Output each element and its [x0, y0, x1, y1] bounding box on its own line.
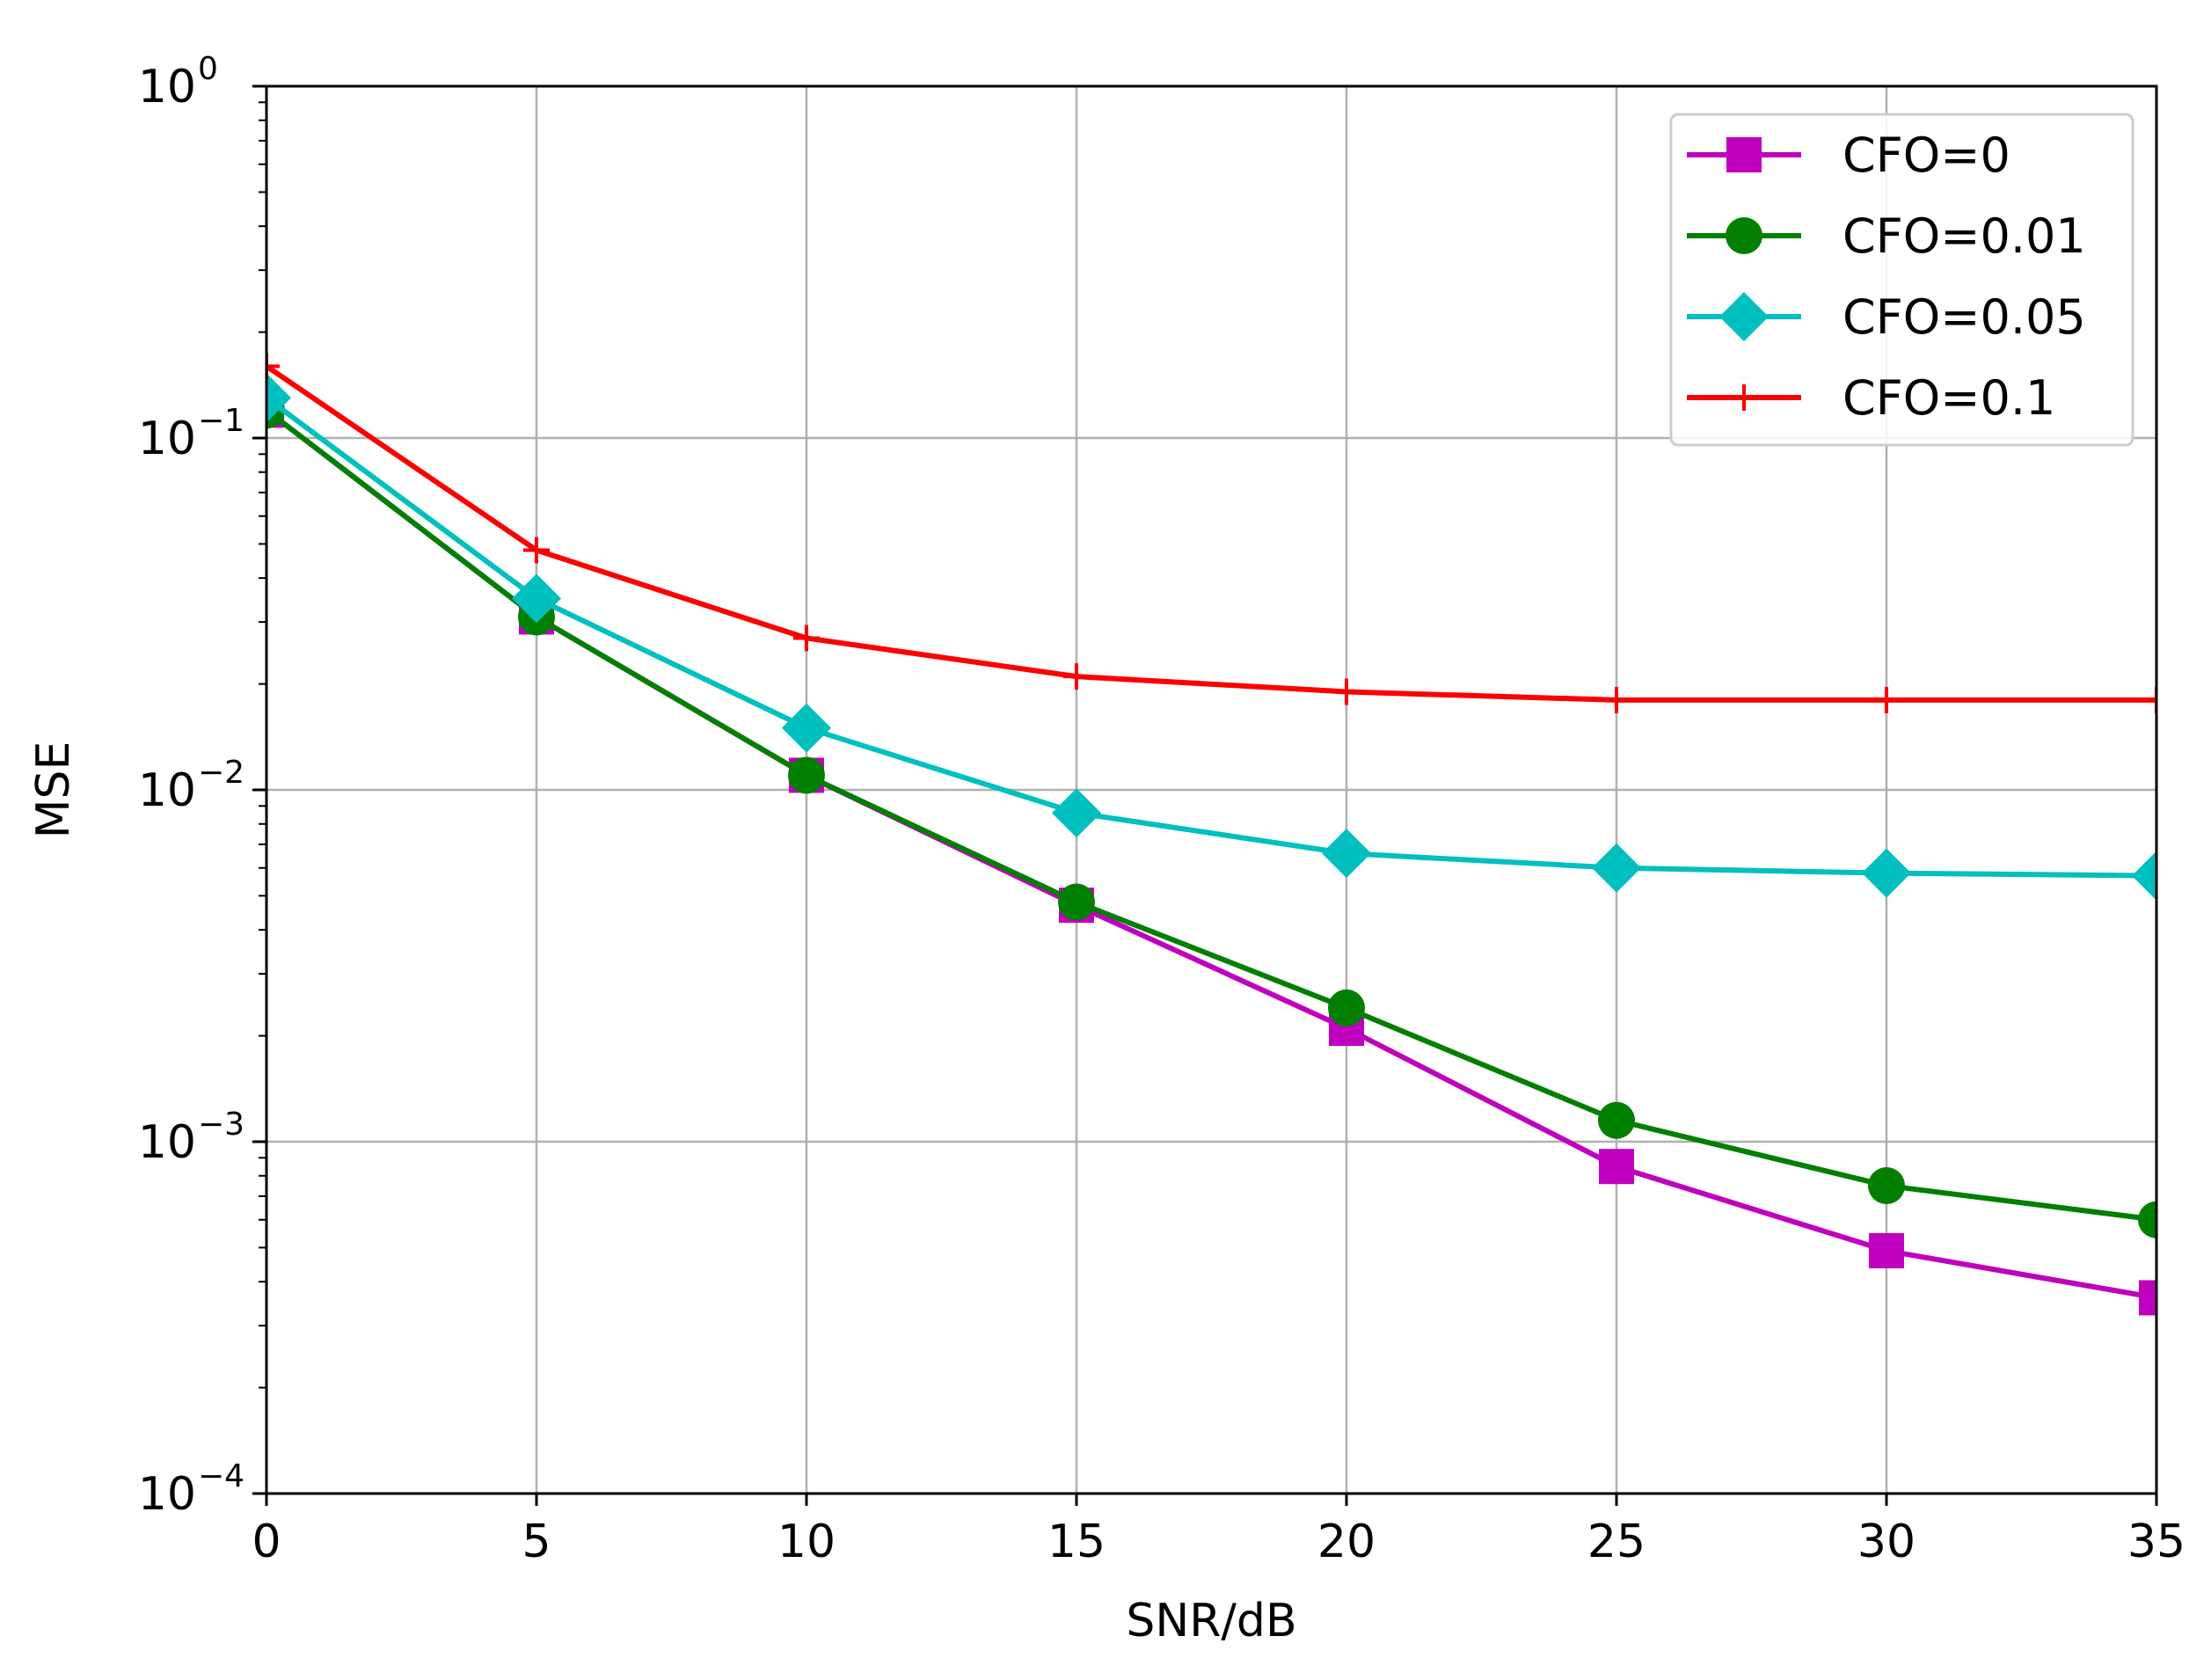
- y-tick-exponent: 0: [198, 51, 218, 87]
- y-tick-exponent: −3: [198, 1107, 244, 1143]
- data-point: [1322, 829, 1371, 879]
- data-point: [1598, 1101, 1635, 1139]
- data-point: [512, 573, 561, 624]
- legend-marker: [1726, 137, 1762, 172]
- data-point: [1873, 686, 1900, 713]
- series-line: [266, 407, 2157, 1223]
- legend-label: CFO=0.1: [1842, 370, 2055, 426]
- legend-marker: [1719, 292, 1769, 341]
- x-tick-label: 0: [252, 1516, 281, 1568]
- x-tick-label: 10: [777, 1516, 836, 1568]
- legend-item: CFO=0.1: [1687, 370, 2055, 426]
- series-line: [266, 407, 2157, 1301]
- series-3: [266, 373, 2157, 901]
- legend: CFO=0 CFO=0.01 CFO=0.05 CFO=0.1: [1669, 113, 2134, 447]
- data-point: [1869, 1232, 1904, 1268]
- data-point: [266, 373, 291, 423]
- y-tick-label: 10: [138, 1116, 196, 1169]
- x-tick-label: 5: [522, 1516, 551, 1568]
- y-axis-label: MSE: [27, 741, 80, 839]
- y-tick-label: 10: [138, 413, 196, 465]
- data-point: [1592, 843, 1641, 893]
- y-tick-exponent: −1: [198, 403, 244, 439]
- data-point: [782, 703, 831, 753]
- series-line: [266, 363, 2156, 703]
- data-point: [1052, 788, 1101, 838]
- legend-label: CFO=0: [1842, 128, 2010, 183]
- legend-item: CFO=0.01: [1687, 208, 2086, 264]
- data-point: [2132, 851, 2157, 901]
- data-point: [788, 756, 825, 794]
- x-axis-label: SNR/dB: [1126, 1595, 1296, 1647]
- y-tick-label: 10: [138, 764, 196, 817]
- data-point: [2139, 1280, 2157, 1316]
- data-point: [1058, 883, 1095, 921]
- x-tick-label: 15: [1047, 1516, 1106, 1568]
- legend-label: CFO=0.01: [1842, 208, 2086, 264]
- legend-box: [1669, 113, 2134, 447]
- x-tick-label: 20: [1317, 1516, 1375, 1568]
- y-tick-exponent: −4: [198, 1458, 244, 1494]
- data-point: [1862, 848, 1911, 898]
- x-tick-label: 25: [1587, 1516, 1645, 1568]
- data-point: [2138, 1201, 2157, 1238]
- legend-label: CFO=0.05: [1842, 289, 2086, 345]
- series-line: [266, 396, 2157, 879]
- legend-marker: [1726, 217, 1762, 254]
- data-point: [793, 625, 820, 652]
- plot-series: [266, 353, 2157, 1316]
- x-tick-label: 35: [2127, 1516, 2185, 1568]
- data-point: [523, 537, 550, 564]
- data-point: [1328, 989, 1365, 1026]
- data-point: [1333, 678, 1360, 705]
- y-tick-label: 10: [138, 61, 196, 113]
- y-tick-label: 10: [138, 1468, 196, 1521]
- data-point: [1868, 1166, 1905, 1204]
- x-tick-label: 30: [1857, 1516, 1915, 1568]
- legend-item: CFO=0: [1687, 128, 2010, 183]
- legend-item: CFO=0.05: [1687, 289, 2086, 345]
- y-tick-exponent: −2: [198, 755, 244, 791]
- legend-marker: [1731, 384, 1757, 411]
- data-point: [1603, 686, 1630, 713]
- series-4: [266, 353, 2157, 713]
- data-point: [1063, 663, 1090, 690]
- data-point: [1599, 1149, 1634, 1185]
